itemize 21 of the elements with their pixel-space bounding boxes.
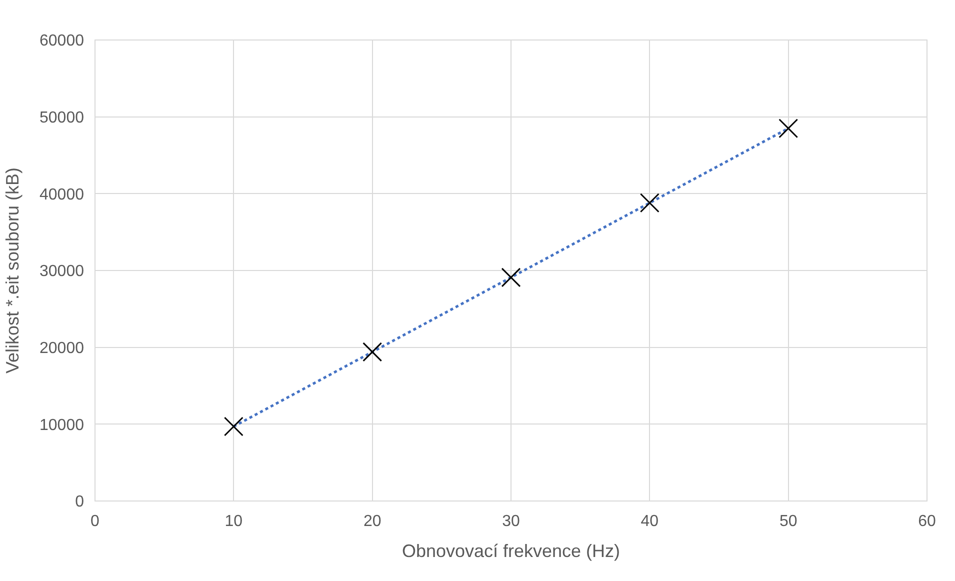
point <box>362 342 382 362</box>
y-axis-title: Velikost *.eit souboru (kB) <box>2 167 23 374</box>
y-tick-label: 10000 <box>40 416 84 434</box>
x-tick-label: 50 <box>779 513 798 530</box>
y-tick-label: 30000 <box>40 263 84 280</box>
y-tick-label: 0 <box>75 494 84 511</box>
point <box>640 193 660 213</box>
point <box>224 416 244 436</box>
x-tick-label: 60 <box>918 513 936 530</box>
x-tick-label: 30 <box>502 513 520 530</box>
x-tick-label: 40 <box>640 513 659 530</box>
x-tick-label: 10 <box>224 513 243 530</box>
y-tick-label: 20000 <box>40 340 84 357</box>
x-tick-label: 20 <box>363 513 382 530</box>
y-tick-label: 40000 <box>40 186 84 204</box>
y-tick-label: 50000 <box>40 109 84 126</box>
point <box>501 268 521 288</box>
point <box>778 118 798 138</box>
x-axis-title: Obnovovací frekvence (Hz) <box>402 541 620 562</box>
y-tick-label: 60000 <box>40 32 84 50</box>
x-tick-label: 0 <box>90 513 100 530</box>
